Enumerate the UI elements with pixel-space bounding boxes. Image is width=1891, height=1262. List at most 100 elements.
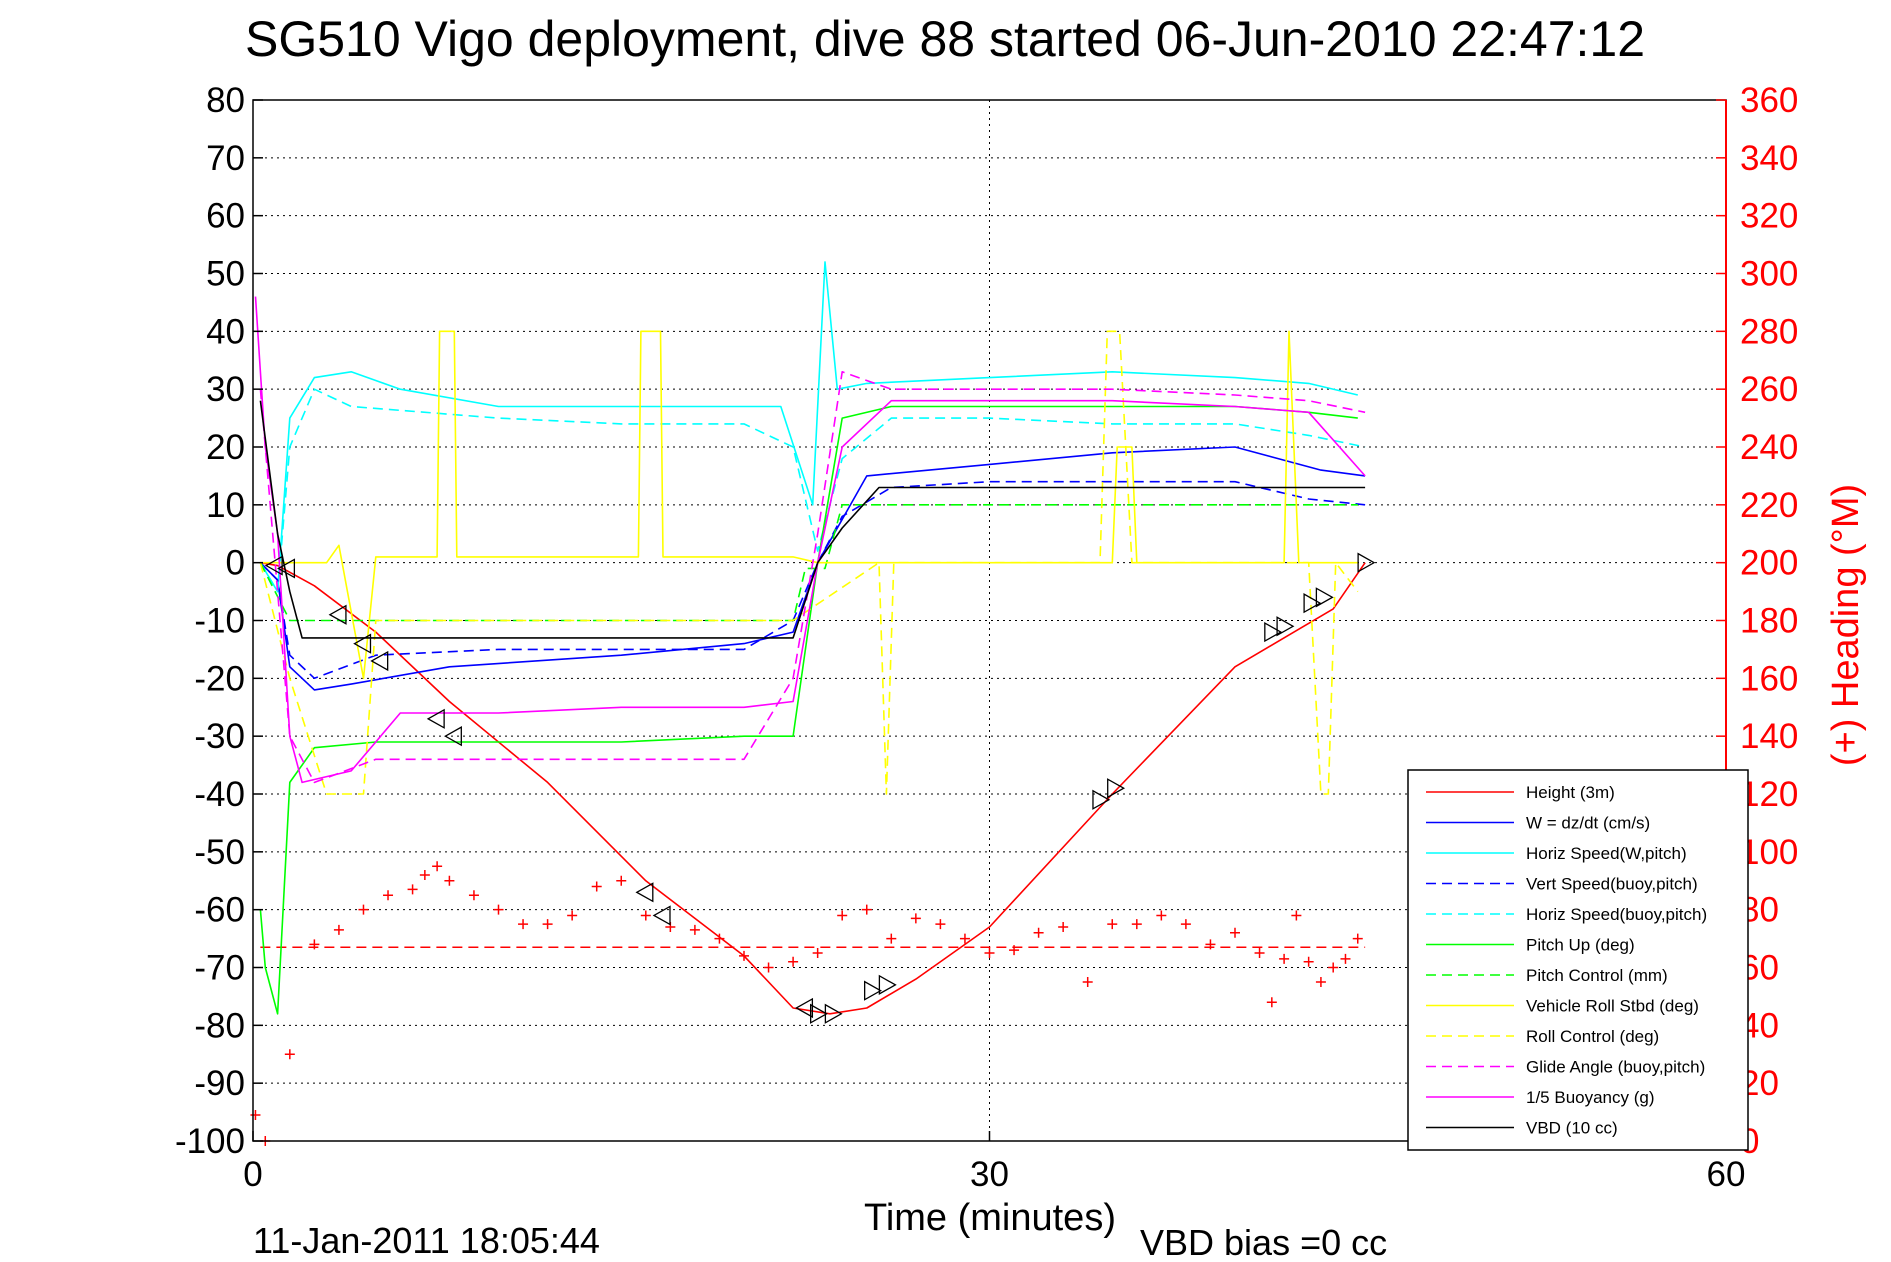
y-tick-label: -10 (194, 602, 245, 641)
heading-point (640, 910, 651, 921)
heading-point (1033, 927, 1044, 938)
dive-marker (277, 558, 296, 579)
dive-marker (370, 650, 389, 672)
y-right-tick-label: 340 (1740, 139, 1798, 178)
x-tick-label: 0 (243, 1155, 262, 1194)
legend-label: W = dz/dt (cm/s) (1526, 814, 1650, 833)
heading-point (1352, 933, 1363, 944)
legend-label: Roll Control (deg) (1526, 1027, 1659, 1046)
y-right-tick-label: 140 (1740, 717, 1798, 756)
heading-point (1156, 910, 1167, 921)
y-tick-label: 70 (206, 139, 245, 178)
y-tick-label: -80 (194, 1006, 245, 1045)
y-tick-label: 20 (206, 428, 245, 467)
heading-point (1082, 976, 1093, 987)
dive-marker (795, 997, 814, 1019)
dive-marker (443, 726, 462, 747)
y-right-tick-label: 160 (1740, 659, 1798, 698)
legend-label: Vert Speed(buoy,pitch) (1526, 875, 1698, 894)
dive-marker (1092, 789, 1111, 810)
dive-marker (810, 1003, 828, 1024)
y-right-tick-label: 220 (1740, 486, 1798, 525)
series-line-glide-angle-buoy-pitch (259, 370, 1366, 784)
y-right-tick-label: 280 (1740, 312, 1798, 351)
heading-point (1340, 953, 1351, 964)
legend-label: 1/5 Buoyancy (g) (1526, 1088, 1655, 1107)
y-tick-label: 0 (226, 544, 245, 583)
heading-point (788, 956, 799, 967)
y-tick-label: -40 (194, 775, 245, 814)
heading-point (493, 904, 504, 915)
heading-point (309, 939, 320, 950)
legend-label: Horiz Speed(W,pitch) (1526, 844, 1687, 863)
y-right-tick-label: 100 (1740, 833, 1798, 872)
heading-point (567, 910, 578, 921)
legend: Height (3m) W = dz/dt (cm/s) Horiz Speed(W… (1407, 769, 1749, 1151)
series-line-horiz-speed-buoy-pitch (259, 388, 1366, 593)
timestamp: 11-Jan-2011 18:05:44 (253, 1220, 600, 1261)
y-right-tick-label: 180 (1740, 602, 1798, 641)
dive-marker (1315, 587, 1334, 608)
heading-point (984, 948, 995, 959)
y-right-tick-label: 360 (1740, 81, 1798, 120)
dive-marker (1303, 593, 1322, 614)
y-tick-label: -70 (194, 949, 245, 988)
y-right-tick-label: 120 (1740, 775, 1798, 814)
heading-point (542, 919, 553, 930)
heading-point (333, 924, 344, 935)
dive-marker (1276, 616, 1295, 637)
legend-label: Pitch Up (deg) (1526, 936, 1635, 955)
legend-label: Glide Angle (buoy,pitch) (1526, 1058, 1705, 1077)
heading-point (591, 881, 602, 892)
heading-point (861, 904, 872, 915)
series-line-horiz-speed-w-pitch (259, 261, 1358, 593)
heading-point (1303, 956, 1314, 967)
y-tick-label: 80 (206, 81, 245, 120)
heading-point (284, 1049, 295, 1060)
heading-point (739, 950, 749, 961)
y-right-tick-label: 320 (1740, 197, 1798, 236)
series-line-pitch-up-deg (259, 405, 1358, 1015)
y-tick-label: 10 (206, 486, 245, 525)
y-tick-label: 50 (206, 255, 245, 294)
dive-marker (878, 974, 897, 995)
heading-point (1131, 919, 1142, 930)
heading-point (812, 948, 823, 959)
y-right-tick-label: 300 (1740, 255, 1798, 294)
heading-point (1009, 945, 1020, 956)
dive-marker (864, 980, 882, 1001)
y-right-tick-label: 260 (1740, 370, 1798, 409)
chart-title: SG510 Vigo deployment, dive 88 started 0… (245, 11, 1645, 67)
y-tick-label: 30 (206, 370, 245, 409)
heading-point (1291, 910, 1302, 921)
legend-label: Height (3m) (1526, 783, 1615, 802)
dive-marker (353, 633, 372, 654)
y-tick-label: -30 (194, 717, 245, 756)
dive-marker (635, 882, 654, 903)
heading-point (1205, 939, 1216, 950)
heading-point (1315, 976, 1326, 987)
x-axis-label: Time (minutes) (864, 1197, 1116, 1239)
series-line-roll-control-deg (259, 330, 1359, 795)
y-tick-label: -20 (194, 659, 245, 698)
x-tick-label: 30 (970, 1155, 1009, 1194)
legend-box (1407, 769, 1749, 1151)
y-tick-label: -100 (175, 1122, 245, 1161)
heading-point (518, 919, 529, 930)
heading-point (1058, 922, 1069, 933)
dive-marker (1264, 621, 1283, 643)
heading-point (1180, 919, 1191, 930)
heading-point (1254, 948, 1265, 959)
heading-point (407, 884, 418, 895)
heading-point (250, 1109, 261, 1120)
dive-marker (426, 708, 445, 729)
dive-marker (1107, 778, 1126, 799)
legend-label: Horiz Speed(buoy,pitch) (1526, 905, 1707, 924)
heading-point (468, 890, 479, 901)
y-right-tick-label: 240 (1740, 428, 1798, 467)
series-line-height-3m (260, 561, 1366, 1015)
heading-point (432, 861, 443, 872)
heading-point (358, 904, 369, 915)
heading-point (959, 933, 970, 944)
